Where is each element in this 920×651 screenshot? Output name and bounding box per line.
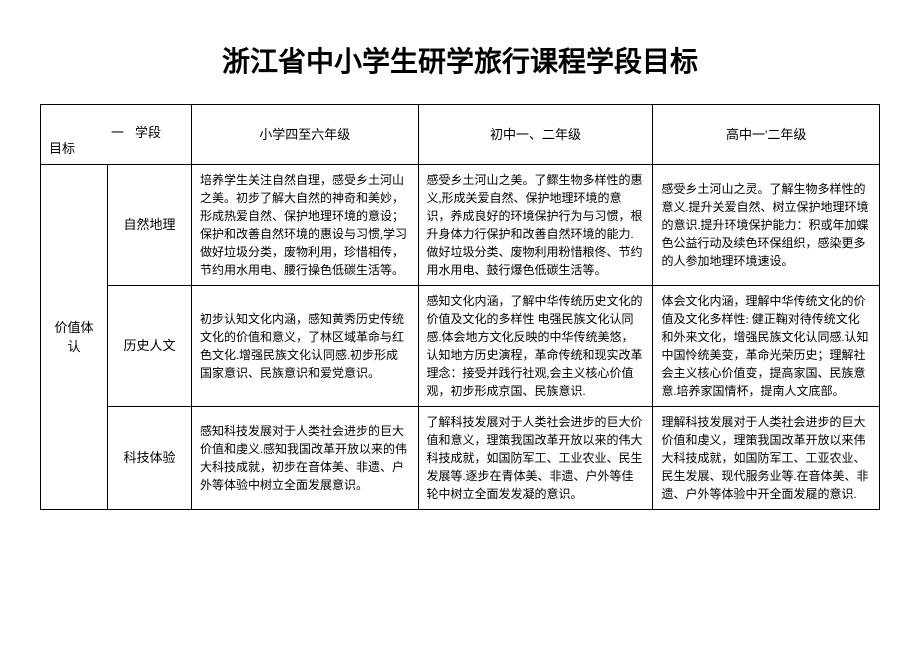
- sub-row-nature: 自然地理: [108, 165, 192, 286]
- table-row: 价值体认 自然地理 培养学生关注自然自理，感受乡土河山之美。初步了解大自然的神奇…: [41, 165, 880, 286]
- cell-content: 感知科技发展对于人类社会进步的巨大价值和虔义.感知我国改革开放以来的伟大科技成就…: [192, 407, 419, 510]
- table-row: 目标 一 学段 小学四至六年级 初中一、二年级 高中一'二年级: [41, 105, 880, 165]
- diag-label-dash: 一: [111, 123, 124, 143]
- cell-content: 体会文化内涵，理解中华传统文化的价值及文化多样性: 健正鞠对待传统文化和外来文化…: [653, 286, 880, 407]
- diag-label-stage: 学段: [135, 123, 161, 143]
- cell-content: 感受乡土河山之灵。了解生物多样性的意义.提升关爱自然、树立保护地理环境的意识.提…: [653, 165, 880, 286]
- cell-content: 理解科技发展对于人类社会进步的巨大价值和虔义，理策我国改革开放以来伟大科技成就，…: [653, 407, 880, 510]
- page-title: 浙江省中小学生研学旅行课程学段目标: [40, 40, 880, 80]
- row-group-value: 价值体认: [41, 165, 108, 510]
- col-header-junior: 初中一、二年级: [418, 105, 653, 165]
- cell-content: 初步认知文化内涵，感知黄秀历史传统文化的价值和意义，了林区域革命与红色文化.增强…: [192, 286, 419, 407]
- sub-row-history: 历史人文: [108, 286, 192, 407]
- cell-content: 培养学生关注自然自理，感受乡土河山之美。初步了解大自然的神奇和美妙，形成热爱自然…: [192, 165, 419, 286]
- col-header-primary: 小学四至六年级: [192, 105, 419, 165]
- table-row: 科技体验 感知科技发展对于人类社会进步的巨大价值和虔义.感知我国改革开放以来的伟…: [41, 407, 880, 510]
- sub-row-tech: 科技体验: [108, 407, 192, 510]
- cell-content: 感知文化内涵，了解中华传统历史文化的价值及文化的多样性 电强民族文化认同感.体会…: [418, 286, 653, 407]
- header-diagonal-cell: 目标 一 学段: [41, 105, 192, 165]
- curriculum-table: 目标 一 学段 小学四至六年级 初中一、二年级 高中一'二年级 价值体认 自然地…: [40, 104, 880, 510]
- cell-content: 感受乡土河山之美。了鳏生物多样性的惠义,形成关爱自然、保护地理环境的意识，养成良…: [418, 165, 653, 286]
- col-header-senior: 高中一'二年级: [653, 105, 880, 165]
- cell-content: 了解科技发展对于人类社会进步的巨大价值和意义，理策我国改革开放以来的伟大科技成就…: [418, 407, 653, 510]
- diag-label-goal: 目标: [49, 139, 75, 159]
- table-row: 历史人文 初步认知文化内涵，感知黄秀历史传统文化的价值和意义，了林区域革命与红色…: [41, 286, 880, 407]
